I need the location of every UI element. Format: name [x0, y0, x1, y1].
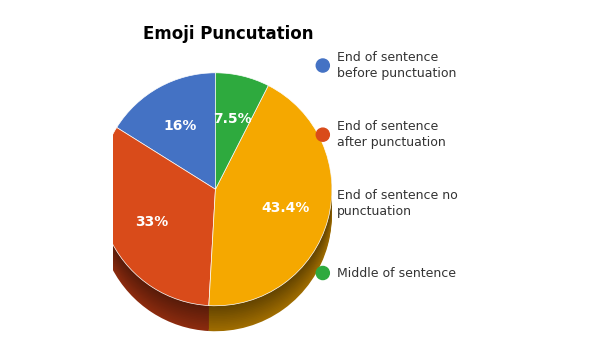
Wedge shape: [116, 91, 216, 208]
Wedge shape: [209, 103, 332, 323]
Wedge shape: [116, 80, 216, 196]
Text: Middle of sentence: Middle of sentence: [337, 266, 456, 280]
Wedge shape: [99, 150, 216, 328]
Wedge shape: [99, 145, 216, 323]
Text: End of sentence
after punctuation: End of sentence after punctuation: [337, 120, 446, 149]
Wedge shape: [99, 131, 216, 309]
Wedge shape: [216, 75, 268, 191]
Wedge shape: [216, 91, 268, 208]
Text: 43.4%: 43.4%: [261, 201, 309, 215]
Wedge shape: [216, 73, 268, 189]
Wedge shape: [216, 80, 268, 196]
Circle shape: [316, 128, 329, 141]
Wedge shape: [209, 108, 332, 328]
Wedge shape: [216, 85, 268, 201]
Wedge shape: [209, 104, 332, 324]
Wedge shape: [99, 129, 216, 307]
Wedge shape: [216, 95, 268, 211]
Wedge shape: [99, 134, 216, 312]
Circle shape: [316, 197, 329, 210]
Wedge shape: [209, 92, 332, 313]
Wedge shape: [209, 98, 332, 318]
Wedge shape: [99, 141, 216, 319]
Wedge shape: [216, 81, 268, 198]
Wedge shape: [209, 91, 332, 311]
Circle shape: [316, 266, 329, 280]
Wedge shape: [116, 86, 216, 203]
Wedge shape: [99, 153, 216, 331]
Wedge shape: [99, 148, 216, 326]
Wedge shape: [216, 83, 268, 199]
Wedge shape: [116, 75, 216, 191]
Wedge shape: [116, 73, 216, 189]
Text: Emoji Puncutation: Emoji Puncutation: [142, 25, 313, 43]
Wedge shape: [216, 78, 268, 194]
Wedge shape: [99, 132, 216, 310]
Wedge shape: [216, 93, 268, 210]
Wedge shape: [99, 127, 216, 305]
Wedge shape: [99, 138, 216, 316]
Wedge shape: [116, 81, 216, 198]
Text: End of sentence
before punctuation: End of sentence before punctuation: [337, 51, 457, 80]
Wedge shape: [216, 88, 268, 205]
Wedge shape: [99, 143, 216, 321]
Wedge shape: [99, 151, 216, 329]
Wedge shape: [116, 83, 216, 199]
Wedge shape: [116, 76, 216, 193]
Wedge shape: [209, 96, 332, 316]
Wedge shape: [116, 98, 216, 215]
Circle shape: [316, 59, 329, 72]
Wedge shape: [116, 78, 216, 194]
Text: 33%: 33%: [135, 215, 168, 229]
Wedge shape: [216, 98, 268, 215]
Wedge shape: [209, 86, 332, 306]
Text: End of sentence no
punctuation: End of sentence no punctuation: [337, 189, 458, 218]
Wedge shape: [116, 85, 216, 201]
Wedge shape: [209, 111, 332, 331]
Wedge shape: [216, 90, 268, 206]
Wedge shape: [209, 106, 332, 326]
Wedge shape: [216, 76, 268, 193]
Wedge shape: [216, 86, 268, 203]
Wedge shape: [116, 96, 216, 213]
Wedge shape: [216, 96, 268, 213]
Wedge shape: [209, 99, 332, 319]
Wedge shape: [116, 88, 216, 205]
Text: 7.5%: 7.5%: [213, 112, 252, 126]
Wedge shape: [209, 109, 332, 329]
Wedge shape: [99, 139, 216, 317]
Wedge shape: [116, 93, 216, 210]
Wedge shape: [99, 136, 216, 314]
Wedge shape: [209, 89, 332, 309]
Wedge shape: [116, 95, 216, 211]
Wedge shape: [99, 146, 216, 324]
Wedge shape: [116, 90, 216, 206]
Text: 16%: 16%: [164, 119, 197, 133]
Wedge shape: [209, 87, 332, 308]
Wedge shape: [209, 94, 332, 314]
Wedge shape: [209, 101, 332, 321]
